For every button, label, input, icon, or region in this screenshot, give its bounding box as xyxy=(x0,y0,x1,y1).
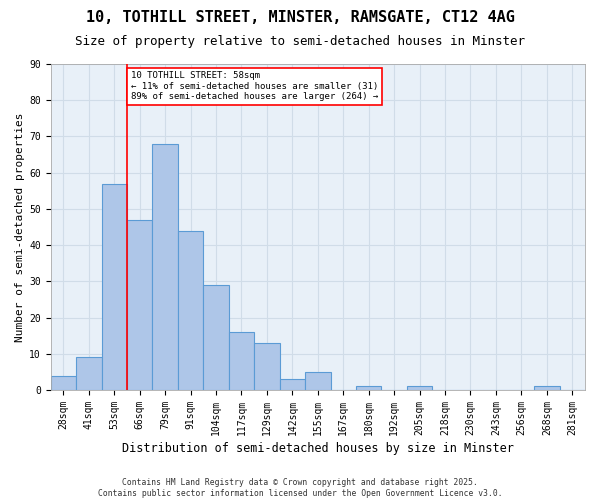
Bar xyxy=(178,230,203,390)
Bar xyxy=(101,184,127,390)
Bar xyxy=(229,332,254,390)
Bar xyxy=(203,285,229,390)
Bar xyxy=(356,386,382,390)
Bar xyxy=(50,376,76,390)
Bar xyxy=(305,372,331,390)
Bar xyxy=(407,386,433,390)
Bar xyxy=(152,144,178,390)
Bar xyxy=(534,386,560,390)
X-axis label: Distribution of semi-detached houses by size in Minster: Distribution of semi-detached houses by … xyxy=(122,442,514,455)
Text: Size of property relative to semi-detached houses in Minster: Size of property relative to semi-detach… xyxy=(75,35,525,48)
Bar xyxy=(280,379,305,390)
Y-axis label: Number of semi-detached properties: Number of semi-detached properties xyxy=(15,112,25,342)
Bar xyxy=(254,343,280,390)
Text: Contains HM Land Registry data © Crown copyright and database right 2025.
Contai: Contains HM Land Registry data © Crown c… xyxy=(98,478,502,498)
Bar xyxy=(127,220,152,390)
Bar xyxy=(76,358,101,390)
Text: 10, TOTHILL STREET, MINSTER, RAMSGATE, CT12 4AG: 10, TOTHILL STREET, MINSTER, RAMSGATE, C… xyxy=(86,10,514,25)
Text: 10 TOTHILL STREET: 58sqm
← 11% of semi-detached houses are smaller (31)
89% of s: 10 TOTHILL STREET: 58sqm ← 11% of semi-d… xyxy=(131,71,378,101)
